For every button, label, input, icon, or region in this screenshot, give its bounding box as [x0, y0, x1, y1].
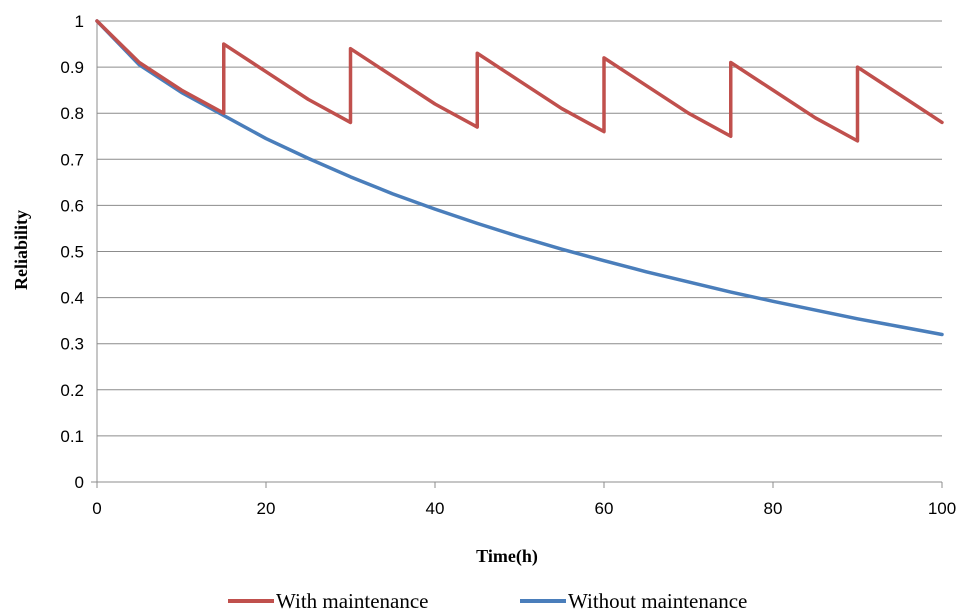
y-tick-label: 0.8: [60, 104, 84, 123]
y-tick-label: 0.7: [60, 150, 84, 169]
x-tick-label: 0: [92, 499, 101, 518]
y-tick-label: 1: [75, 12, 84, 31]
y-tick-label: 0.2: [60, 381, 84, 400]
x-tick-label: 100: [928, 499, 956, 518]
y-tick-label: 0.3: [60, 335, 84, 354]
y-tick-label: 0: [75, 473, 84, 492]
x-tick-label: 40: [426, 499, 445, 518]
series-lines: [95, 19, 944, 337]
tick-labels: 0 0.1 0.2 0.3 0.4 0.5 0.6 0.7 0.8 0.9 1 0 20 40 60 80 10…: [60, 12, 956, 518]
y-tick-label: 0.6: [60, 196, 84, 215]
y-tick-label: 0.5: [60, 243, 84, 262]
x-tick-label: 20: [257, 499, 276, 518]
x-axis-title: Time(h): [476, 546, 538, 567]
axes: [91, 21, 943, 488]
series-line-without-maintenance: [95, 19, 944, 337]
series-line-with-maintenance: [95, 19, 944, 143]
y-tick-label: 0.1: [60, 427, 84, 446]
gridlines: [97, 20, 942, 437]
legend-label-with-maintenance: With maintenance: [276, 589, 429, 610]
x-tick-label: 80: [764, 499, 783, 518]
x-tick-label: 60: [595, 499, 614, 518]
y-tick-label: 0.9: [60, 58, 84, 77]
y-tick-label: 0.4: [60, 289, 84, 308]
legend-label-without-maintenance: Without maintenance: [568, 589, 747, 610]
legend: With maintenance Without maintenance: [228, 589, 747, 610]
y-axis-title: Reliability: [11, 210, 31, 290]
